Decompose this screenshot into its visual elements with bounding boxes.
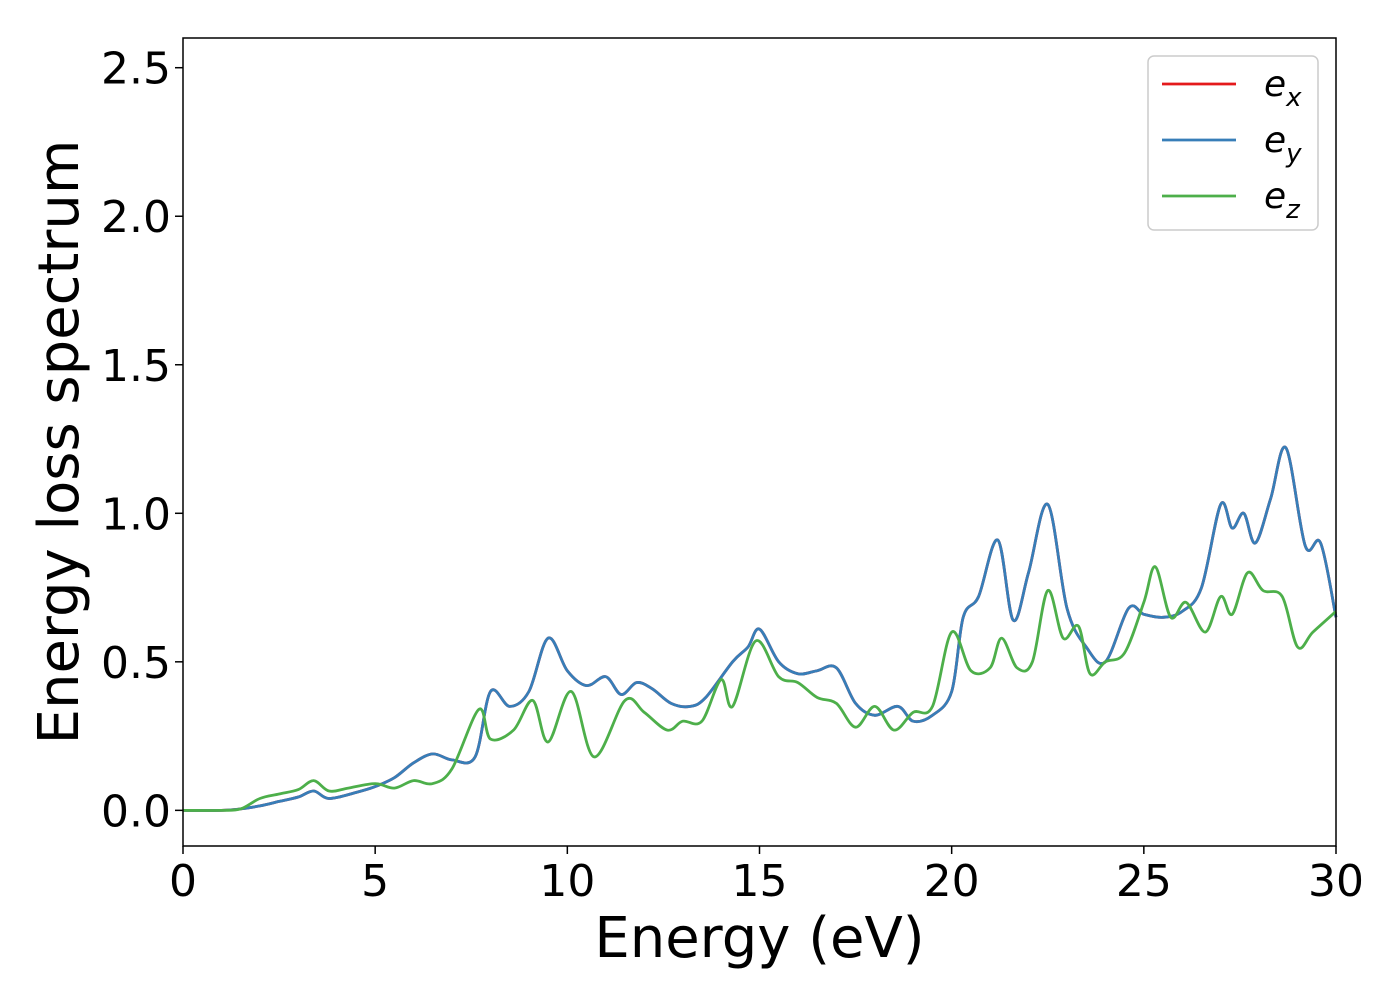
y-tick-label: 1.5 bbox=[101, 341, 171, 392]
legend-label-ez: ez bbox=[1264, 176, 1301, 225]
y-tick-label: 0.5 bbox=[101, 638, 171, 689]
series-line-ez bbox=[182, 565, 1337, 812]
x-axis-label: Energy (eV) bbox=[594, 906, 924, 971]
plot-frame bbox=[182, 37, 1337, 847]
x-tick-label: 25 bbox=[1116, 856, 1172, 907]
x-tick-label: 10 bbox=[539, 856, 595, 907]
y-axis-ticks: 0.0 0.5 1.0 1.5 2.0 2.5 bbox=[101, 44, 183, 837]
series-line-ey bbox=[182, 445, 1338, 812]
legend-label-ey: ey bbox=[1264, 120, 1302, 169]
legend[interactable]: ex ey ez bbox=[1147, 55, 1319, 231]
x-tick-label: 5 bbox=[361, 856, 389, 907]
legend-box bbox=[1147, 55, 1319, 231]
y-tick-label: 1.0 bbox=[101, 489, 171, 540]
x-tick-label: 30 bbox=[1308, 856, 1364, 907]
x-axis-ticks: 0 5 10 15 20 25 30 bbox=[169, 846, 1364, 907]
x-tick-label: 0 bbox=[169, 856, 197, 907]
legend-label-ex: ex bbox=[1264, 64, 1302, 113]
x-tick-label: 15 bbox=[732, 856, 788, 907]
series-layer bbox=[182, 445, 1338, 812]
y-tick-label: 2.0 bbox=[101, 192, 171, 243]
y-axis-label: Energy loss spectrum bbox=[27, 140, 92, 745]
y-tick-label: 2.5 bbox=[101, 44, 171, 95]
x-tick-label: 20 bbox=[924, 856, 980, 907]
y-tick-label: 0.0 bbox=[101, 786, 171, 837]
